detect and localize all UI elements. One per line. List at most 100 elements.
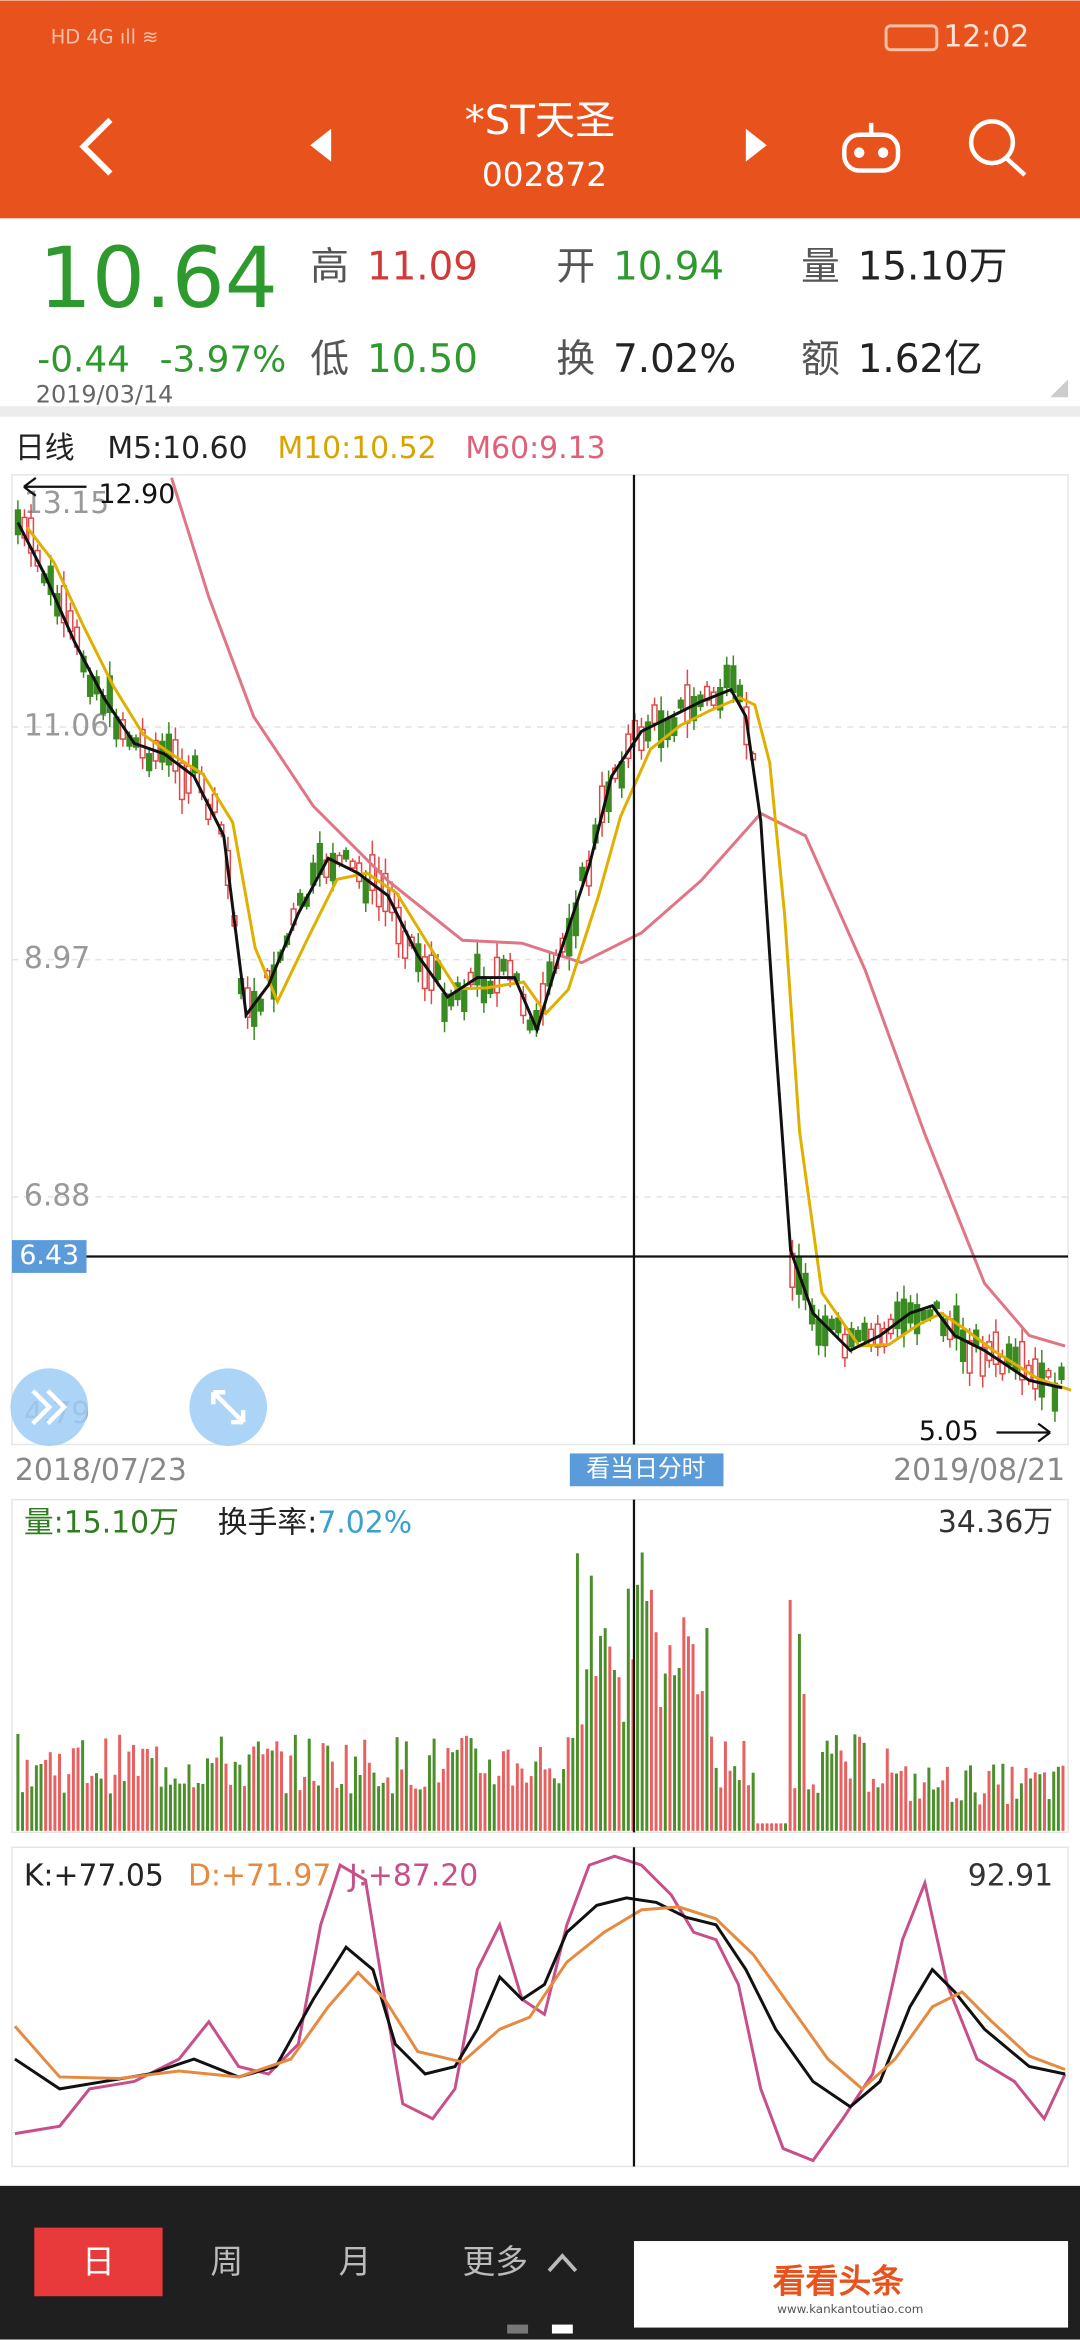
volume-bar — [1015, 1798, 1019, 1831]
volume-bar — [497, 1775, 501, 1831]
candle — [251, 990, 258, 1027]
volume-bar — [562, 1769, 566, 1831]
volume-bar — [432, 1738, 436, 1831]
candle — [651, 704, 658, 725]
volume-bar — [677, 1668, 681, 1831]
volume-bar — [599, 1635, 603, 1831]
next-stock[interactable] — [745, 128, 767, 162]
volume-bar — [705, 1628, 709, 1831]
stock-name: *ST天圣 — [465, 98, 616, 144]
field-label: 量 — [801, 245, 840, 290]
volume-bar — [765, 1823, 769, 1831]
volume-bar — [839, 1750, 843, 1831]
volume-bar — [201, 1783, 205, 1831]
volume-bar — [155, 1746, 159, 1831]
candle — [828, 1318, 835, 1331]
volume-bar — [127, 1751, 131, 1831]
volume-bar — [640, 1552, 644, 1831]
volume-bar — [404, 1741, 408, 1831]
candle — [1058, 1366, 1065, 1381]
volume-bar — [437, 1782, 441, 1831]
volume-bar — [145, 1748, 149, 1831]
volume-bar — [386, 1777, 390, 1831]
volume-bar — [821, 1751, 825, 1831]
volume-bar — [626, 1588, 630, 1831]
candle — [684, 684, 691, 724]
candle — [474, 953, 481, 986]
volume-bar — [169, 1784, 172, 1831]
volume-bar — [141, 1748, 145, 1831]
volume-bar — [603, 1628, 607, 1831]
volume-bar — [1056, 1766, 1060, 1831]
candle — [86, 674, 94, 697]
volume-bar — [39, 1764, 43, 1831]
candle — [644, 721, 652, 742]
volume-bar — [289, 1755, 293, 1831]
volume-bar — [515, 1763, 519, 1831]
robot-button[interactable] — [842, 122, 901, 173]
volume-bar — [876, 1787, 880, 1831]
field-value: 1.62亿 — [858, 337, 983, 382]
clock: 12:02 — [943, 19, 1029, 54]
volume-bar — [751, 1772, 755, 1831]
volume-bar — [118, 1734, 122, 1831]
volume-bar — [691, 1644, 695, 1831]
volume-bar — [756, 1823, 760, 1831]
kdj-panel — [11, 1846, 1069, 2168]
volume-bar — [936, 1787, 940, 1831]
volume-bar — [279, 1751, 283, 1831]
volume-bar — [256, 1741, 260, 1831]
volume-bar — [455, 1749, 459, 1831]
volume-bar — [830, 1753, 834, 1831]
volume-bar — [982, 1793, 986, 1831]
volume-bar — [340, 1783, 344, 1831]
volume-bar — [1010, 1766, 1014, 1831]
volume-bar — [58, 1753, 62, 1831]
volume-bar — [797, 1633, 801, 1831]
volume-bar — [834, 1735, 838, 1831]
candle — [959, 1329, 967, 1363]
volume-bar — [150, 1758, 154, 1831]
candle — [362, 878, 369, 904]
max-price: 12.90 — [98, 479, 175, 510]
volume-bar — [62, 1792, 66, 1831]
field-label: 换 — [556, 337, 595, 382]
turnover-value: 7.02% — [317, 1505, 412, 1540]
more-chevron — [547, 2253, 578, 2273]
intraday-button[interactable] — [569, 1453, 724, 1487]
volume-bar — [543, 1769, 547, 1831]
k-label: K:+77.05 — [24, 1859, 164, 1894]
volume-bar — [996, 1784, 1000, 1831]
volume-bar — [636, 1584, 640, 1831]
back-button[interactable] — [79, 117, 113, 176]
volume-bar — [1019, 1783, 1023, 1831]
volume-bar — [178, 1783, 182, 1831]
volume-bar — [30, 1786, 34, 1831]
fullscreen-icon — [211, 1390, 246, 1425]
watermark-brand: 看看头条 — [773, 2262, 904, 2300]
volume-bar — [159, 1786, 163, 1831]
volume-bar — [488, 1759, 492, 1831]
volume-bar — [367, 1762, 371, 1831]
volume-bar — [552, 1778, 556, 1831]
prev-stock[interactable] — [310, 128, 332, 162]
candle — [342, 849, 350, 860]
tab-month[interactable]: 月 — [339, 2243, 372, 2281]
tab-more[interactable]: 更多 — [462, 2243, 528, 2281]
volume-bar — [1029, 1778, 1033, 1831]
page-dot — [507, 2324, 529, 2334]
volume-bar — [206, 1758, 209, 1831]
candle — [139, 728, 146, 759]
volume-bar — [867, 1791, 871, 1831]
volume-label: 量:15.10万 — [24, 1505, 179, 1540]
tab-day[interactable]: 日 — [82, 2243, 115, 2281]
watermark-box — [633, 2241, 1069, 2328]
volume-bar — [696, 1694, 700, 1831]
search-button[interactable] — [968, 119, 1027, 177]
tab-week[interactable]: 周 — [210, 2243, 243, 2281]
volume-bar — [1038, 1774, 1042, 1831]
volume-bar — [784, 1823, 788, 1831]
ma60-line — [170, 477, 1066, 1348]
volume-bar — [548, 1768, 552, 1831]
volume-bar — [978, 1804, 982, 1831]
